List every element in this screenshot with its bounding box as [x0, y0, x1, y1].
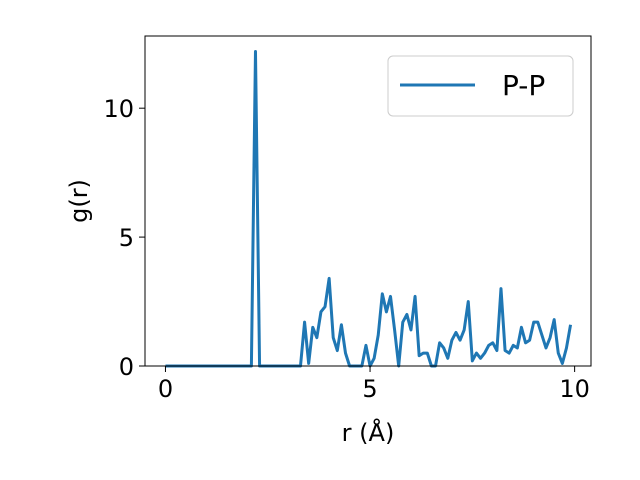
y-tick-label: 5 [119, 224, 134, 252]
legend: P-P [387, 55, 574, 117]
x-axis-label: r (Å) [342, 418, 395, 447]
x-tick-label: 10 [559, 375, 590, 403]
x-tick-label: 5 [362, 375, 377, 403]
axes-frame [144, 35, 592, 367]
x-tick-label: 0 [158, 375, 173, 403]
legend-box [387, 55, 574, 117]
y-tick-label: 10 [103, 95, 134, 123]
y-tick-label: 0 [119, 353, 134, 381]
legend-label-p-p: P-P [502, 69, 545, 102]
y-axis-label: g(r) [65, 179, 93, 223]
axis-ticks: 0 5 10 0 5 10 [103, 95, 589, 403]
